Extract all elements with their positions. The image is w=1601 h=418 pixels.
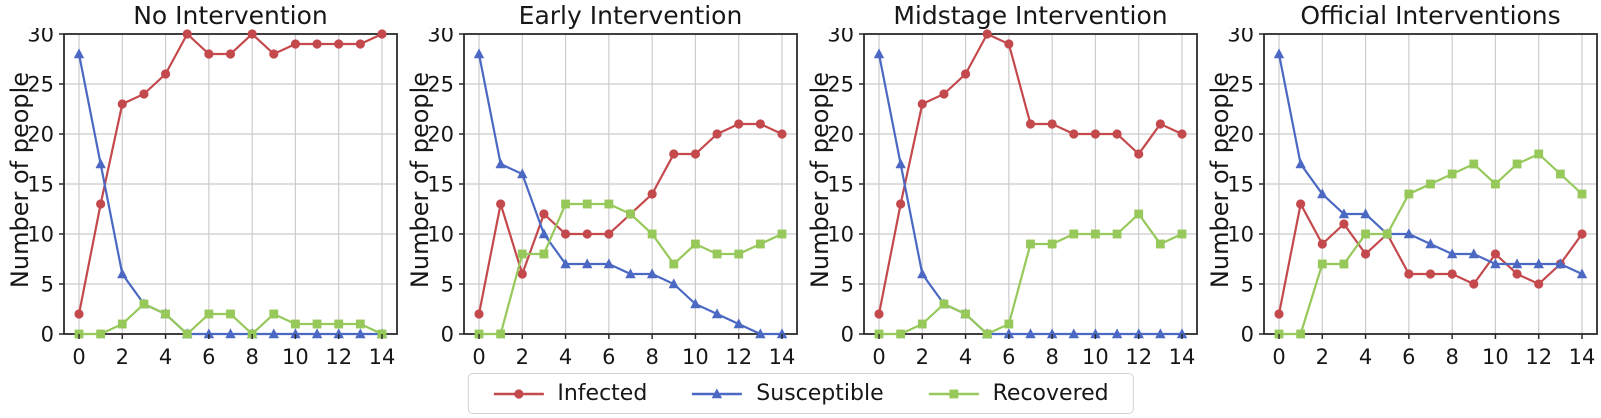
svg-text:6: 6 — [1402, 345, 1415, 369]
svg-text:25: 25 — [827, 73, 854, 97]
svg-text:0: 0 — [841, 323, 854, 347]
svg-text:30: 30 — [827, 28, 854, 47]
infected-line-marker-icon — [493, 388, 544, 399]
svg-text:12: 12 — [325, 345, 352, 369]
svg-text:12: 12 — [1125, 345, 1152, 369]
svg-text:5: 5 — [41, 273, 54, 297]
svg-text:10: 10 — [1482, 345, 1509, 369]
plot-area: 0 2 4 6 8 10 12 14 0 5 10 15 20 25 30 — [427, 28, 798, 369]
plot-area: 0 2 4 6 8 10 12 14 0 5 10 15 20 25 30 — [827, 28, 1198, 369]
legend-label: Infected — [557, 381, 648, 406]
legend-item-recovered: Recovered — [928, 381, 1109, 406]
svg-text:0: 0 — [1241, 323, 1254, 347]
legend-item-susceptible: Susceptible — [691, 381, 884, 406]
chart-no-intervention: No Intervention Number of people 0 2 4 6 8 10… — [0, 0, 400, 372]
svg-text:25: 25 — [427, 73, 454, 97]
chart-row: No Intervention Number of people 0 2 4 6 8 10… — [0, 0, 1600, 372]
legend-label: Recovered — [992, 381, 1109, 406]
svg-text:15: 15 — [427, 173, 454, 197]
svg-text:0: 0 — [41, 323, 54, 347]
svg-text:8: 8 — [1445, 345, 1458, 369]
svg-text:4: 4 — [1359, 345, 1372, 369]
svg-text:4: 4 — [159, 345, 172, 369]
svg-text:10: 10 — [427, 223, 454, 247]
chart-title: Official Interventions — [1300, 1, 1561, 30]
svg-text:6: 6 — [602, 345, 615, 369]
svg-text:10: 10 — [682, 345, 709, 369]
svg-text:6: 6 — [202, 345, 215, 369]
svg-text:0: 0 — [472, 345, 485, 369]
svg-text:20: 20 — [827, 123, 854, 147]
svg-text:2: 2 — [516, 345, 529, 369]
plot-area: 0 2 4 6 8 10 12 14 0 5 10 15 20 25 30 — [27, 28, 398, 369]
svg-text:14: 14 — [369, 345, 396, 369]
recovered-line-marker-icon — [928, 389, 979, 398]
svg-text:0: 0 — [872, 345, 885, 369]
svg-text:8: 8 — [1045, 345, 1058, 369]
svg-text:14: 14 — [1569, 345, 1596, 369]
chart-title: No Intervention — [133, 1, 328, 30]
svg-text:10: 10 — [1082, 345, 1109, 369]
svg-text:25: 25 — [1227, 73, 1254, 97]
svg-text:2: 2 — [1316, 345, 1329, 369]
svg-text:20: 20 — [27, 123, 54, 147]
susceptible-line-marker-icon — [692, 387, 743, 398]
svg-text:25: 25 — [27, 73, 54, 97]
svg-text:5: 5 — [441, 273, 454, 297]
svg-text:30: 30 — [427, 28, 454, 47]
svg-text:5: 5 — [841, 273, 854, 297]
legend-item-infected: Infected — [492, 381, 647, 406]
chart-title: Midstage Intervention — [893, 1, 1168, 30]
svg-text:20: 20 — [1227, 123, 1254, 147]
svg-text:12: 12 — [725, 345, 752, 369]
svg-text:2: 2 — [116, 345, 129, 369]
chart-title: Early Intervention — [518, 1, 743, 30]
legend-label: Susceptible — [756, 381, 884, 406]
chart-official-interventions: Official Interventions Number of people … — [1200, 0, 1600, 372]
svg-text:0: 0 — [1272, 345, 1285, 369]
legend: Infected Susceptible Recovered — [467, 373, 1134, 414]
svg-text:8: 8 — [645, 345, 658, 369]
svg-text:10: 10 — [282, 345, 309, 369]
svg-text:4: 4 — [559, 345, 572, 369]
svg-text:10: 10 — [1227, 223, 1254, 247]
svg-text:0: 0 — [72, 345, 85, 369]
svg-text:0: 0 — [441, 323, 454, 347]
svg-text:6: 6 — [1002, 345, 1015, 369]
svg-text:15: 15 — [27, 173, 54, 197]
chart-midstage-intervention: Midstage Intervention Number of people 0… — [800, 0, 1200, 372]
svg-text:14: 14 — [1169, 345, 1196, 369]
svg-text:5: 5 — [1241, 273, 1254, 297]
svg-text:15: 15 — [1227, 173, 1254, 197]
svg-text:10: 10 — [827, 223, 854, 247]
svg-text:8: 8 — [245, 345, 258, 369]
svg-text:15: 15 — [827, 173, 854, 197]
svg-text:10: 10 — [27, 223, 54, 247]
plot-area: 0 2 4 6 8 10 12 14 0 5 10 15 20 25 30 — [1227, 28, 1598, 369]
svg-text:14: 14 — [769, 345, 796, 369]
svg-text:12: 12 — [1525, 345, 1552, 369]
svg-text:20: 20 — [427, 123, 454, 147]
svg-text:30: 30 — [1227, 28, 1254, 47]
svg-text:2: 2 — [916, 345, 929, 369]
svg-text:4: 4 — [959, 345, 972, 369]
svg-text:30: 30 — [27, 28, 54, 47]
